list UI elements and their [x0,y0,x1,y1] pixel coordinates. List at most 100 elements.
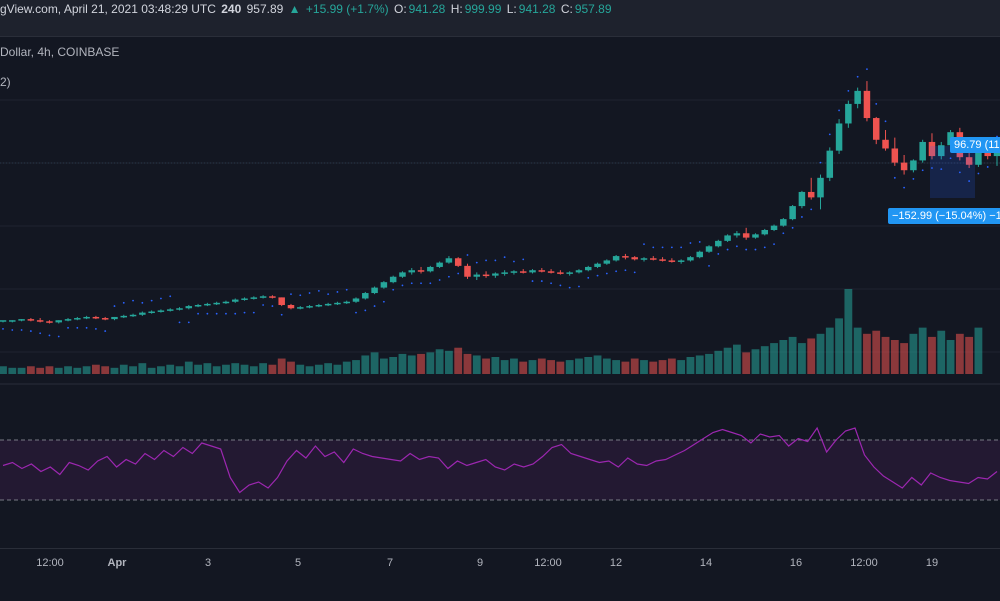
volume-bar [816,333,825,374]
sar-dot [132,299,134,302]
interval-text: 240 [221,2,242,16]
sar-dot [838,109,840,112]
candle-body [352,298,360,302]
candle-body [185,306,193,309]
sar-dot [150,299,153,302]
sar-dot [652,246,655,249]
sar-dot [429,282,432,285]
sar-dot [141,301,144,304]
candle-body [631,257,638,260]
sar-dot [503,256,506,259]
sar-dot [819,161,822,164]
sar-dot [670,246,673,249]
volume-bar [705,353,713,374]
volume-bar [231,363,240,374]
volume-bar [324,363,333,374]
volume-bar [667,358,676,374]
sar-dot [559,284,562,287]
sar-dot [67,326,69,329]
candle-body [668,260,676,262]
x-tick-label: 12:00 [36,557,64,569]
volume-bar [54,367,63,374]
candle-body [872,118,880,140]
volume-bar [342,361,351,374]
volume-bar [389,357,398,374]
sar-dot [735,245,738,248]
candle-body [204,303,211,306]
sar-dot [903,186,906,189]
candle-body [919,141,926,161]
volume-bar [890,340,899,374]
candle-body [510,271,518,273]
candle-body [798,191,806,207]
candle-body [74,318,81,320]
volume-bar [825,327,834,374]
candle-body [297,307,304,309]
volume-bar [212,366,221,374]
sar-dot [234,312,237,315]
candle-body [575,270,583,273]
volume-bar [909,333,918,374]
sar-dot [271,305,274,307]
candle-body [519,271,527,273]
volume-bar [194,364,202,374]
sar-dot [949,157,952,160]
sar-dot [169,295,172,298]
volume-bar [649,361,658,374]
candle-body [891,148,899,163]
price-chart[interactable] [0,0,1000,548]
volume-bar [519,361,528,374]
sar-dot [243,311,246,314]
volume-bar [723,347,732,374]
sar-dot [810,208,813,211]
candle-body [715,240,722,247]
symbol-line: Dollar, 4h, COINBASE [0,45,120,59]
volume-bar [398,353,407,374]
volume-bar [742,352,751,374]
volume-bar [863,333,871,374]
volume-bar [445,350,453,374]
sar-dot [336,291,339,293]
volume-bar [361,355,370,374]
candle-body [408,270,415,273]
candle-body [287,305,295,309]
volume-bar [8,367,17,374]
volume-bar [732,344,741,374]
volume-bar [110,367,119,374]
candle-body [231,299,239,302]
volume-bar [463,353,472,374]
sar-dot [438,279,441,281]
sar-dot [763,246,766,249]
candle-body [9,320,16,322]
sar-dot [708,264,710,267]
sar-dot [410,282,413,285]
sar-dot [958,171,961,174]
rsi-line [2,426,998,494]
sar-dot [57,335,60,338]
volume-bar [528,360,537,374]
volume-bar [658,360,667,374]
close-value: 957.89 [574,2,612,16]
sar-dot [104,330,107,332]
sar-dot [382,300,385,303]
volume-bar [918,327,927,374]
candle-body [176,308,183,310]
sar-dot [912,178,915,180]
volume-bar [287,361,295,374]
sar-dot [122,301,125,304]
sar-dot [29,330,32,332]
volume-bar [491,357,500,374]
sar-dot [262,304,265,306]
sar-dot [392,288,395,291]
measure-badge-upper: 96.79 (11 [950,137,1000,153]
time-axis[interactable]: 12:00 Apr 3 5 7 9 12:00 12 14 16 12:00 19 [0,548,1000,601]
sar-dot [513,260,515,263]
candle-body [18,319,25,321]
candle-body [566,272,573,274]
x-tick-label: 12:00 [534,557,562,569]
sar-dot [596,274,599,277]
candle-body [36,320,44,322]
candle-body [464,265,471,277]
sar-dot [252,311,255,314]
volume-bar [119,364,128,374]
